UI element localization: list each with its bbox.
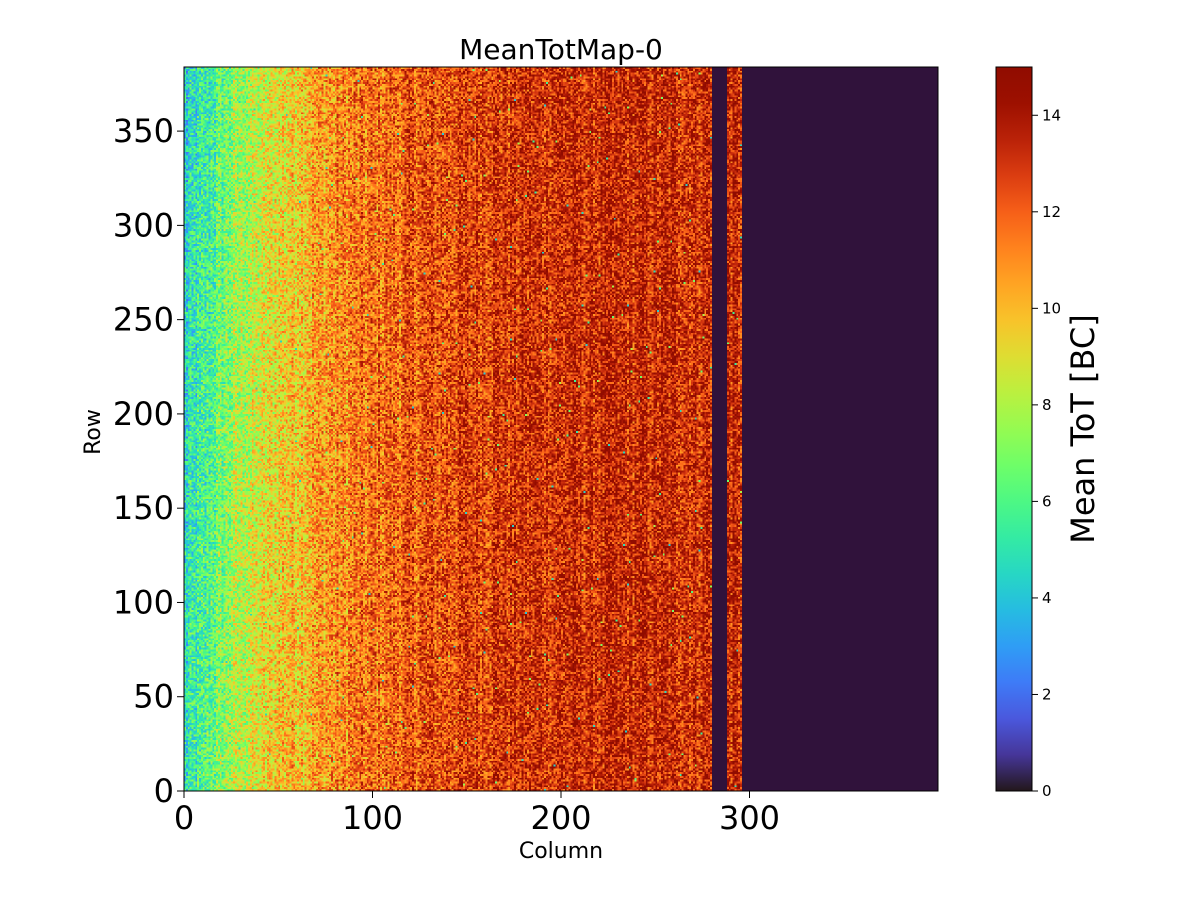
colorbar-ticks: 0 2 4 6 8 10 12 14 xyxy=(1032,106,1061,800)
x-tick-label: 0 xyxy=(174,799,194,837)
heatmap-plot-area xyxy=(183,66,939,792)
x-tick-label: 300 xyxy=(719,799,780,837)
colorbar-tick-label: 0 xyxy=(1042,782,1052,800)
y-tick-label: 100 xyxy=(113,583,174,621)
colorbar-tick-label: 8 xyxy=(1042,396,1052,414)
x-axis-label: Column xyxy=(519,839,603,864)
y-axis-label: Row xyxy=(81,409,106,455)
y-tick-label: 200 xyxy=(113,395,174,433)
y-tick-label: 300 xyxy=(113,206,174,244)
colorbar-tick-label: 6 xyxy=(1042,492,1052,510)
colorbar-gradient xyxy=(995,66,1033,792)
x-tick-label: 200 xyxy=(530,799,591,837)
colorbar-tick-label: 2 xyxy=(1042,685,1052,703)
x-axis: 0 100 200 300 xyxy=(174,791,780,837)
y-tick-label: 0 xyxy=(154,772,174,810)
colorbar-tick-label: 14 xyxy=(1042,106,1061,124)
colorbar-tick-label: 12 xyxy=(1042,203,1061,221)
y-tick-label: 250 xyxy=(113,301,174,339)
y-tick-label: 50 xyxy=(133,678,174,716)
y-tick-label: 150 xyxy=(113,489,174,527)
heatmap-image xyxy=(184,67,938,791)
y-tick-label: 350 xyxy=(113,112,174,150)
y-axis: 0 50 100 150 200 250 300 350 xyxy=(113,112,184,810)
colorbar-tick-label: 10 xyxy=(1042,299,1061,317)
colorbar: 0 2 4 6 8 10 12 14 xyxy=(995,66,1061,800)
x-tick-label: 100 xyxy=(342,799,403,837)
colorbar-label: Mean ToT [BC] xyxy=(1064,314,1102,543)
chart-title: MeanTotMap-0 xyxy=(459,33,663,66)
colorbar-tick-label: 4 xyxy=(1042,589,1052,607)
